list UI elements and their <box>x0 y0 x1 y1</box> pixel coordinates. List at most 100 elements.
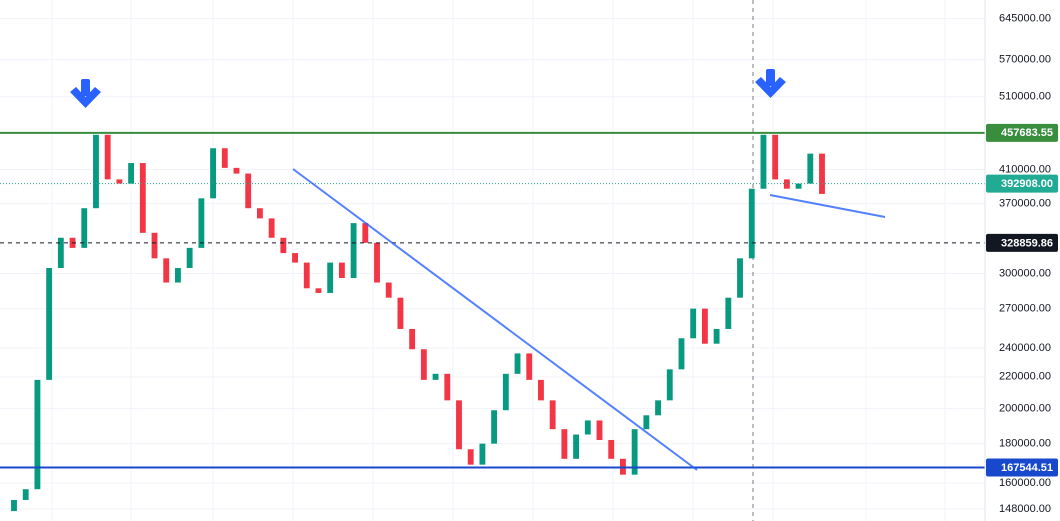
y-tick-label: 645000.00 <box>999 12 1051 24</box>
price-badge <box>986 123 1058 142</box>
candle-down <box>163 258 170 283</box>
candle-up <box>584 420 591 435</box>
candle-down <box>245 173 252 209</box>
candle-down <box>374 242 380 283</box>
arrow-marker <box>70 79 101 108</box>
candle-down <box>104 134 111 180</box>
candle-down <box>116 179 123 184</box>
candle-down <box>362 223 369 243</box>
candle-up <box>573 434 580 459</box>
candle-down <box>420 349 427 380</box>
candle-up <box>643 415 650 430</box>
candle-up <box>350 223 357 278</box>
levels <box>0 131 985 469</box>
y-tick-label: 200000.00 <box>999 402 1051 414</box>
price-badge-label: 167544.51 <box>1001 462 1053 474</box>
price-badge-label: 328859.86 <box>1001 237 1053 249</box>
price-axis-labels: 645000.00 570000.00 510000.00 410000.00 3700… <box>999 12 1051 514</box>
candle-up <box>57 237 64 269</box>
candle-down <box>444 373 451 401</box>
candle-up <box>128 163 135 184</box>
candle-down <box>561 429 568 459</box>
candle-up <box>690 308 697 339</box>
candle-down <box>315 288 322 293</box>
candle-down <box>538 379 544 401</box>
y-tick-label: 240000.00 <box>999 342 1051 354</box>
candle-up <box>46 268 53 380</box>
price-badges: 457683.55 392908.00 328859.86 167544.51 <box>986 123 1058 477</box>
candle-down <box>303 262 310 289</box>
candle-up <box>748 188 755 259</box>
candle-up <box>795 183 802 189</box>
candle-down <box>385 282 392 298</box>
candles <box>11 134 825 512</box>
candle-up <box>631 429 638 475</box>
price-badge <box>986 233 1058 252</box>
candle-up <box>432 373 439 380</box>
y-tick-label: 370000.00 <box>999 198 1051 210</box>
candle-down <box>139 163 146 233</box>
price-badge <box>986 174 1058 193</box>
candle-up <box>514 353 521 374</box>
candle-up <box>655 400 661 416</box>
candle-down <box>819 153 825 194</box>
price-axis <box>985 0 1060 521</box>
price-badge <box>986 458 1058 477</box>
candle-down <box>221 148 228 168</box>
candle-down <box>409 328 416 350</box>
candle-up <box>93 134 99 209</box>
candle-down <box>292 253 298 263</box>
candle-up <box>502 373 509 411</box>
candle-down <box>608 439 615 459</box>
price-badge-label: 457683.55 <box>1001 127 1053 139</box>
candle-up <box>479 443 486 465</box>
candle-down <box>526 353 533 380</box>
candle-up <box>737 258 743 298</box>
candle-down <box>233 167 240 174</box>
y-tick-label: 410000.00 <box>999 163 1051 175</box>
candle-down <box>772 134 779 180</box>
candle-up <box>175 268 181 283</box>
y-tick-label: 180000.00 <box>999 438 1051 450</box>
y-tick-label: 160000.00 <box>999 477 1051 489</box>
y-tick-label: 220000.00 <box>999 371 1051 383</box>
candle-down <box>268 218 275 238</box>
candle-up <box>666 369 673 401</box>
candle-up <box>807 153 814 184</box>
candle-up <box>11 499 17 512</box>
candle-up <box>678 338 685 370</box>
candle-up <box>34 379 41 490</box>
arrow-marker <box>755 69 786 98</box>
y-tick-label: 270000.00 <box>999 303 1051 315</box>
candle-down <box>280 237 287 254</box>
candle-down <box>467 449 474 465</box>
candle-down <box>701 308 708 344</box>
candle-down <box>596 420 603 440</box>
y-tick-label: 148000.00 <box>999 503 1051 515</box>
y-tick-label: 300000.00 <box>999 267 1051 279</box>
candle-down <box>456 400 462 450</box>
time-grid <box>51 0 946 521</box>
candle-down <box>549 400 556 430</box>
candle-up <box>327 262 334 293</box>
price-grid <box>0 18 985 510</box>
trend-line <box>292 168 698 471</box>
candle-up <box>198 198 205 248</box>
price-badge-label: 392908.00 <box>1001 178 1053 190</box>
candle-up <box>491 410 498 444</box>
trend-line <box>769 194 886 218</box>
candle-up <box>725 297 732 329</box>
candle-up <box>713 328 720 344</box>
candle-up <box>186 247 193 269</box>
candle-down <box>151 232 158 259</box>
candle-down <box>256 208 263 219</box>
candle-down <box>397 297 404 329</box>
candle-up <box>22 489 29 500</box>
candle-up <box>210 148 216 199</box>
y-tick-label: 570000.00 <box>999 54 1051 66</box>
y-tick-label: 510000.00 <box>999 91 1051 103</box>
candle-up <box>760 134 767 189</box>
candle-up <box>81 208 88 248</box>
